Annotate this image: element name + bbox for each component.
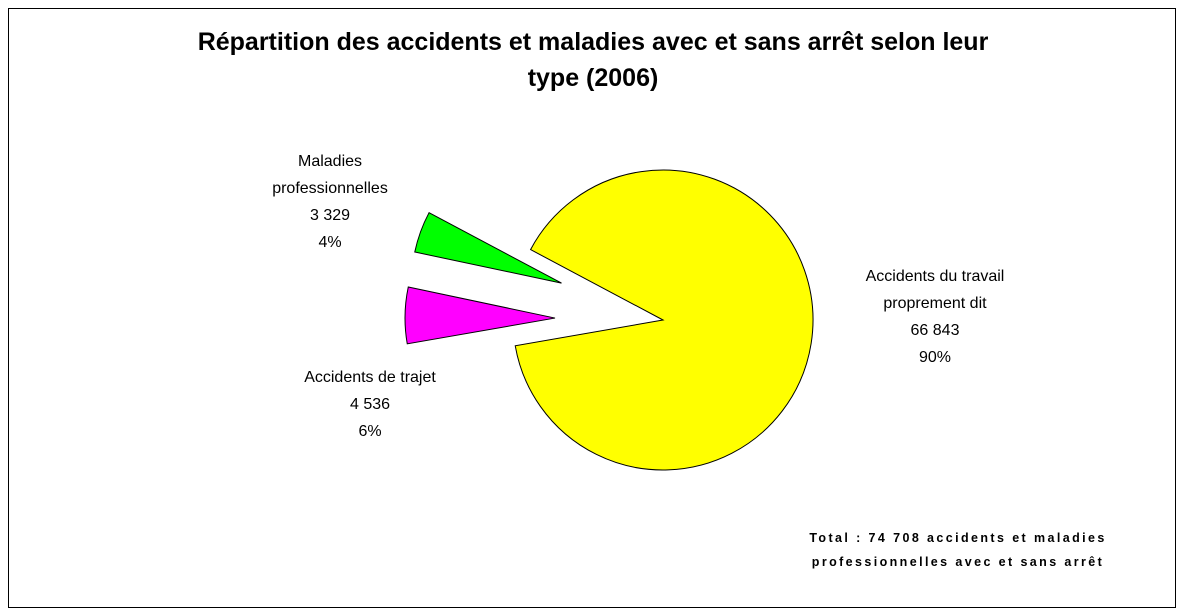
pie-slice [414, 212, 562, 284]
value-label: 4 536 [349, 396, 391, 413]
slice-label: Accidents de trajet 4 536 6% [270, 364, 470, 445]
category-label: Accidents de trajet [304, 369, 436, 386]
value-label: 3 329 [309, 207, 351, 224]
slice-label: Maladies professionnelles 3 329 4% [250, 148, 410, 256]
chart-title: Répartition des accidents et maladies av… [197, 28, 989, 92]
category-label: Accidents du travail proprement dit [865, 268, 1005, 312]
chart [404, 169, 814, 471]
percent-label: 90% [918, 349, 952, 366]
annotation: Total : 74 708 accidents et maladies pro… [809, 531, 1107, 569]
page: Répartition des accidents et maladies av… [8, 8, 1176, 608]
category-label: Maladies professionnelles [272, 153, 388, 197]
slice-label: Accidents du travail proprement dit 66 84… [845, 263, 1025, 371]
percent-label: 6% [358, 423, 382, 440]
value-label: 66 843 [910, 322, 960, 339]
percent-label: 4% [318, 234, 342, 251]
pie-slice [514, 169, 814, 471]
pie-slice [404, 286, 556, 345]
